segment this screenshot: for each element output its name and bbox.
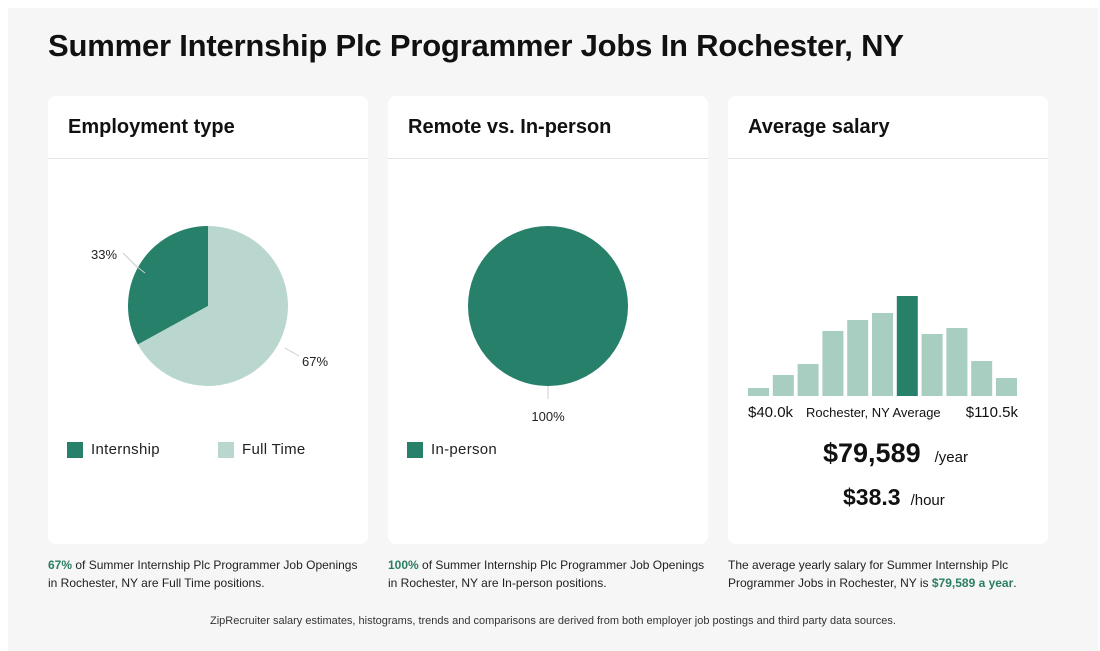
pie-label-full-time: 67% (302, 354, 328, 369)
pie-leader-line (284, 347, 300, 357)
page-title: Summer Internship Plc Programmer Jobs In… (48, 28, 904, 63)
hourly-salary-unit: /hour (910, 492, 945, 509)
pie-leader-line (122, 252, 146, 274)
page-frame: Summer Internship Plc Programmer Jobs In… (8, 8, 1098, 651)
legend-label-full-time: Full Time (242, 441, 306, 458)
histogram-bar (772, 375, 794, 396)
histogram-bar (971, 361, 993, 396)
yearly-salary-value: $79,589 (823, 438, 921, 468)
salary-max-label: $110.5k (965, 404, 1018, 421)
histogram-bar (872, 313, 893, 396)
employment-footnote-text: of Summer Internship Plc Programmer Job … (48, 558, 358, 590)
employment-type-header: Employment type (48, 96, 368, 159)
data-source-note: ZipRecruiter salary estimates, histogram… (210, 615, 896, 627)
histogram-bar-average (896, 296, 918, 396)
salary-average-marker-label: Rochester, NY Average (806, 405, 941, 420)
legend-label-in-person: In-person (431, 441, 498, 458)
remote-header: Remote vs. In-person (388, 96, 708, 159)
salary-footnote-text: The average yearly salary for Summer Int… (728, 558, 1009, 590)
full-time-swatch (218, 441, 234, 458)
remote-pie: 100% (468, 226, 628, 424)
histogram-bar (847, 320, 869, 396)
histogram-bar (946, 328, 968, 396)
remote-card: Remote vs. In-person 100% In-person (388, 96, 708, 544)
yearly-salary: $79,589 /year (823, 438, 968, 469)
legend-item-full-time: Full Time (218, 441, 306, 458)
histogram-bar (748, 388, 769, 396)
pie-label-in-person: 100% (531, 409, 565, 424)
legend-item-internship: Internship (67, 441, 160, 458)
hourly-salary-value: $38.3 (843, 484, 901, 510)
histogram-bar (921, 334, 943, 396)
employment-footnote: 67% of Summer Internship Plc Programmer … (48, 556, 368, 592)
in-person-swatch (407, 441, 423, 458)
legend-item-in-person: In-person (407, 441, 497, 458)
histogram-bar (996, 378, 1017, 396)
hourly-salary: $38.3 /hour (843, 484, 945, 511)
remote-footnote: 100% of Summer Internship Plc Programmer… (388, 556, 708, 592)
salary-header: Average salary (728, 96, 1048, 159)
pie-slice-in-person (468, 226, 628, 386)
salary-footnote-amount: $79,589 a year (931, 576, 1014, 590)
legend-label-internship: Internship (91, 441, 160, 458)
salary-footnote-end: . (1013, 576, 1017, 590)
pie-slice-full-time (137, 226, 288, 386)
salary-histogram (748, 296, 1017, 396)
salary-card: Average salary $40.0k Rochester, NY Aver… (728, 96, 1048, 544)
histogram-bar (822, 331, 844, 396)
pie-label-internship: 33% (91, 247, 117, 262)
salary-footnote: The average yearly salary for Summer Int… (728, 556, 1028, 592)
employment-footnote-pct: 67% (48, 558, 73, 572)
employment-type-pie: 33% 67% (91, 226, 328, 386)
pie-slice-internship (127, 226, 208, 345)
internship-swatch (67, 441, 83, 458)
salary-min-label: $40.0k (748, 404, 794, 421)
remote-footnote-pct: 100% (388, 558, 419, 572)
employment-type-card: Employment type 33% 67% Internship Full T… (48, 96, 368, 544)
remote-footnote-text: of Summer Internship Plc Programmer Job … (388, 558, 705, 590)
histogram-bar (797, 364, 819, 396)
yearly-salary-unit: /year (934, 449, 968, 466)
